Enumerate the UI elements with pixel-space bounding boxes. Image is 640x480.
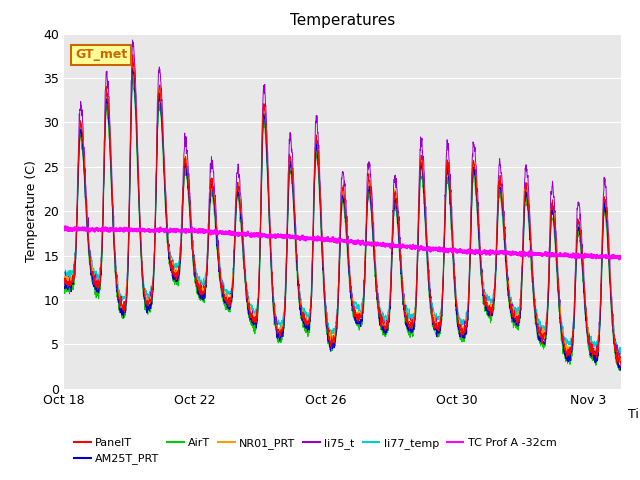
Y-axis label: Temperature (C): Temperature (C) [25, 160, 38, 262]
X-axis label: Time: Time [628, 408, 640, 421]
Title: Temperatures: Temperatures [290, 13, 395, 28]
Legend: PanelT, AM25T_PRT, AirT, NR01_PRT, li75_t, li77_temp, TC Prof A -32cm: PanelT, AM25T_PRT, AirT, NR01_PRT, li75_… [70, 433, 561, 469]
Text: GT_met: GT_met [75, 48, 127, 61]
